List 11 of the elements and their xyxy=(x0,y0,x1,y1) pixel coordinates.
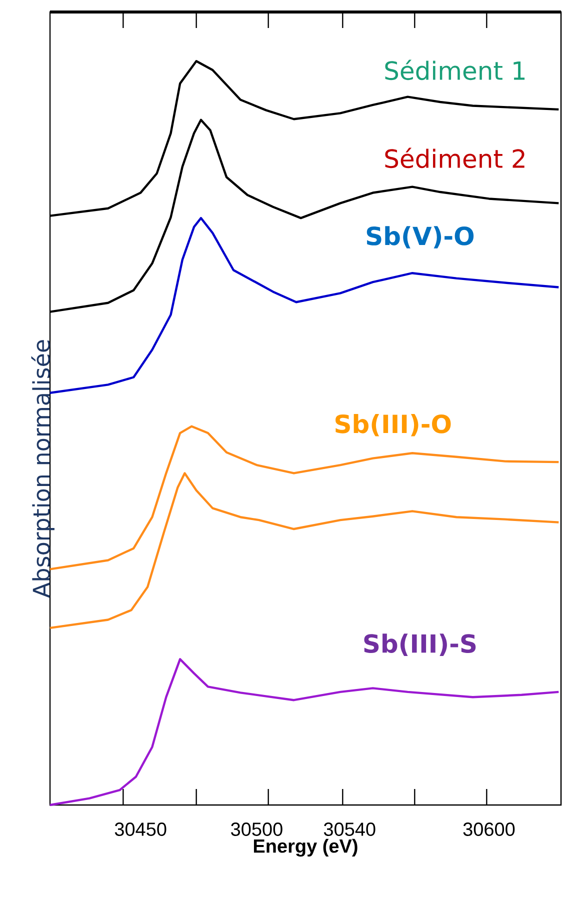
x-tick-label: 30450 xyxy=(114,822,166,836)
series-label: Sb(V)-O xyxy=(366,226,474,248)
x-axis-title: Energy (eV) xyxy=(254,838,358,857)
series-label: Sb(III)-S xyxy=(364,634,476,656)
series-label: Sédiment 2 xyxy=(385,148,524,168)
series-label: Sédiment 1 xyxy=(385,60,525,80)
x-tick-label: 30500 xyxy=(231,822,282,836)
x-tick-label: 30540 xyxy=(324,822,376,836)
y-axis-title: Absorption normalisée xyxy=(31,340,54,598)
series-label: Sb(III)-O xyxy=(336,414,451,436)
x-tick-label: 30600 xyxy=(463,822,515,836)
